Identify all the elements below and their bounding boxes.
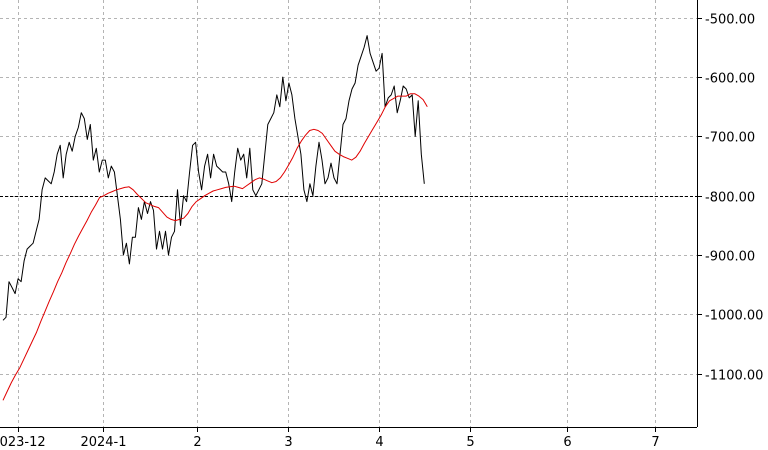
x-tick-label: 7: [651, 435, 659, 450]
y-tick-label: -500.00: [705, 13, 755, 28]
x-axis: 2023-12 2024-1 2 3 4 5 6 7: [0, 427, 660, 450]
y-tick-label: -1000.00: [705, 309, 763, 324]
y-tick-label: -800.00: [705, 191, 755, 206]
y-tick-label: -1100.00: [705, 369, 763, 384]
x-tick-label: 3: [284, 435, 292, 450]
y-tick-label: -900.00: [705, 250, 755, 265]
y-axis: -500.00 -600.00 -700.00 -800.00 -900.00 -1000…: [697, 13, 763, 384]
x-tick-label: 2024-1: [80, 435, 126, 450]
x-tick-label: 2023-12: [0, 435, 46, 450]
grid: [0, 0, 697, 427]
y-tick-label: -700.00: [705, 131, 755, 146]
x-tick-label: 5: [466, 435, 474, 450]
series-layer: [2, 35, 428, 401]
x-tick-label: 4: [375, 435, 383, 450]
price-line: [2, 35, 425, 321]
x-tick-label: 2: [193, 435, 201, 450]
moving-average-line: [2, 93, 428, 401]
x-tick-label: 6: [563, 435, 571, 450]
y-tick-label: -600.00: [705, 72, 755, 87]
